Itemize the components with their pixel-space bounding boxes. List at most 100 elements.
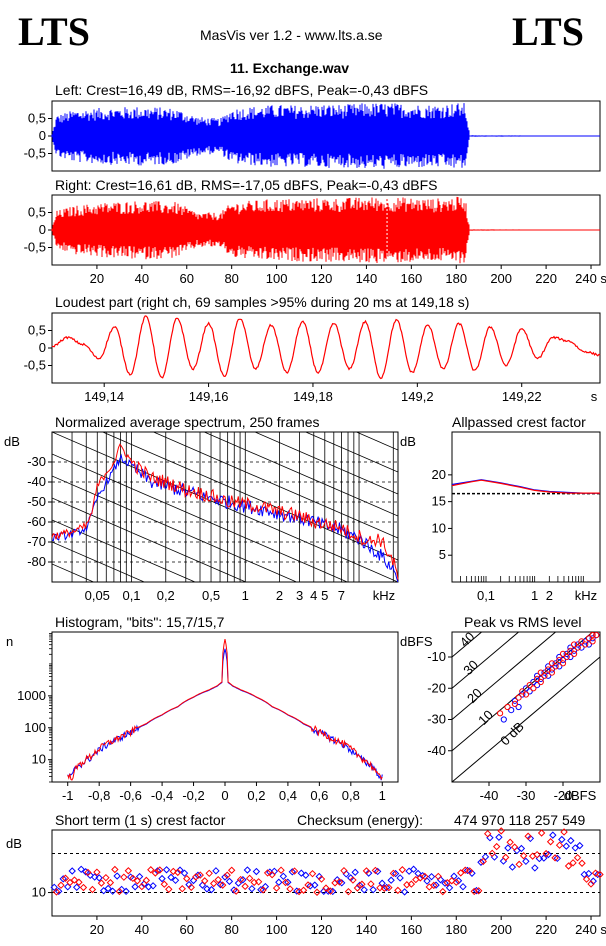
short-term-point-left [432,881,440,889]
spectrum-slope-line [355,432,398,451]
spectrum-slope-line [52,608,398,758]
peak-vs-rms-point-right [511,700,519,708]
peak-vs-rms-point-left [534,672,541,679]
peak-vs-rms-point-left [519,691,526,698]
peak-vs-rms-point-left [548,666,556,673]
short-term-point-left [338,879,346,887]
short-term-point-right [358,880,366,888]
short-term-point-left [131,883,139,891]
histogram-ylabel: n [6,634,13,649]
short-term-point-left [499,857,508,865]
short-term-point-right [209,879,218,888]
peak-vs-rms-point-left [552,660,559,667]
short-term-point-right [174,868,182,877]
short-term-point-right [138,882,146,891]
short-term-point-right [542,849,550,858]
short-term-point-right [93,868,101,876]
short-term-point-left [553,854,562,863]
short-term-point-left [311,881,319,889]
peak-vs-rms-point-right [548,669,556,676]
peak-vs-rms-point-right [593,632,600,639]
spectrum-x-tick-label: 1 [242,588,249,603]
short-term-point-left [167,873,175,882]
allpassed-x-tick-label: 0,1 [477,588,495,603]
short-term-point-right [151,869,160,877]
short-term-ylabel: dB [6,836,22,851]
short-term-point-left [77,865,85,874]
crest-line-label: 10 [475,707,496,728]
short-term-point-right [133,877,142,885]
peak-vs-rms-point-left [537,675,544,683]
peak-vs-rms-point-right [519,688,526,695]
short-term-point-right [479,857,487,866]
short-term-point-left [225,877,234,886]
short-term-point-right [573,853,582,862]
short-term-point-left [221,873,229,881]
peak-vs-rms-point-left [526,688,533,695]
short-term-point-right [483,829,492,838]
right-waveform-x-tick-label: 80 [224,271,238,286]
spectrum-slope-line [52,432,398,582]
histogram-frame [51,631,399,783]
allpassed-series-right [451,479,600,494]
crest-line [452,632,520,689]
histogram-title: Histogram, "bits": 15,7/15,7 [55,614,225,630]
loudest-signal [51,315,601,380]
short-term-x-tick-label: 200 [490,922,512,937]
spectrum-x-tick-label: 5 [321,588,328,603]
short-term-point-right [57,881,65,889]
short-term-point-right [66,878,74,887]
short-term-point-right [52,888,61,896]
short-term-point-left [239,876,247,884]
short-term-x-tick-label: 140 [356,922,378,937]
short-term-point-left [55,887,63,896]
short-term-point-left [158,874,166,883]
peak-vs-rms-point-left [534,682,541,689]
right-waveform-x-tick-label: 140 [356,271,378,286]
short-term-point-right [70,876,79,884]
peak-vs-rms-point-right [571,650,578,658]
left-waveform-title: Left: Crest=16,49 dB, RMS=-16,92 dBFS, P… [55,82,429,98]
short-term-point-right [61,874,70,882]
short-term-point-right [578,859,586,867]
checksum-label: Checksum (energy): [297,812,424,828]
spectrum-ylabel: dB [4,434,20,449]
spectrum-slope-line [253,432,398,495]
short-term-point-left [86,871,94,880]
peak-vs-rms-point-right [552,663,559,670]
short-term-point-right [501,853,510,862]
peak-vs-rms-frame [451,631,601,783]
short-term-point-left [526,834,535,843]
spectrum-slope-line [52,696,398,846]
short-term-point-left [284,878,292,886]
spectrum-slope-line [52,475,298,582]
peak-vs-rms-point-right [537,669,544,676]
allpassed-x-unit: kHz [575,588,597,603]
short-term-point-right [367,880,375,888]
short-term-point-left [207,885,216,894]
short-term-point-right [156,866,164,874]
peak-vs-rms-point-left [574,641,581,648]
loudest-x-tick-label: 149,18 [293,389,333,404]
histogram-x-tick-label: 0,4 [279,788,297,803]
short-term-point-right [340,866,348,875]
short-term-point-right [120,873,128,881]
short-term-point-left [50,883,58,892]
right-waveform-tick-label: 0,5 [28,205,46,220]
peak-vs-rms-point-right [541,672,548,679]
spectrum-x-unit: kHz [373,588,395,603]
spectrum-slope-line [52,497,247,582]
peak-vs-rms-point-right [578,638,585,645]
peak-vs-rms-point-left [545,663,552,670]
loudest-part-title: Loudest part (right ch, 69 samples >95% … [55,294,470,310]
short-term-point-left [113,872,121,880]
short-term-point-left [297,869,306,877]
spectrum-title: Normalized average spectrum, 250 frames [55,414,320,430]
short-term-point-left [481,853,490,861]
short-term-point-right [335,878,344,886]
short-term-point-right [205,869,213,878]
short-term-point-right [466,867,474,875]
short-term-x-tick-label: 80 [224,922,238,937]
loudest-y-tick-label: -0,5 [24,358,46,373]
short-term-point-left [445,884,454,892]
